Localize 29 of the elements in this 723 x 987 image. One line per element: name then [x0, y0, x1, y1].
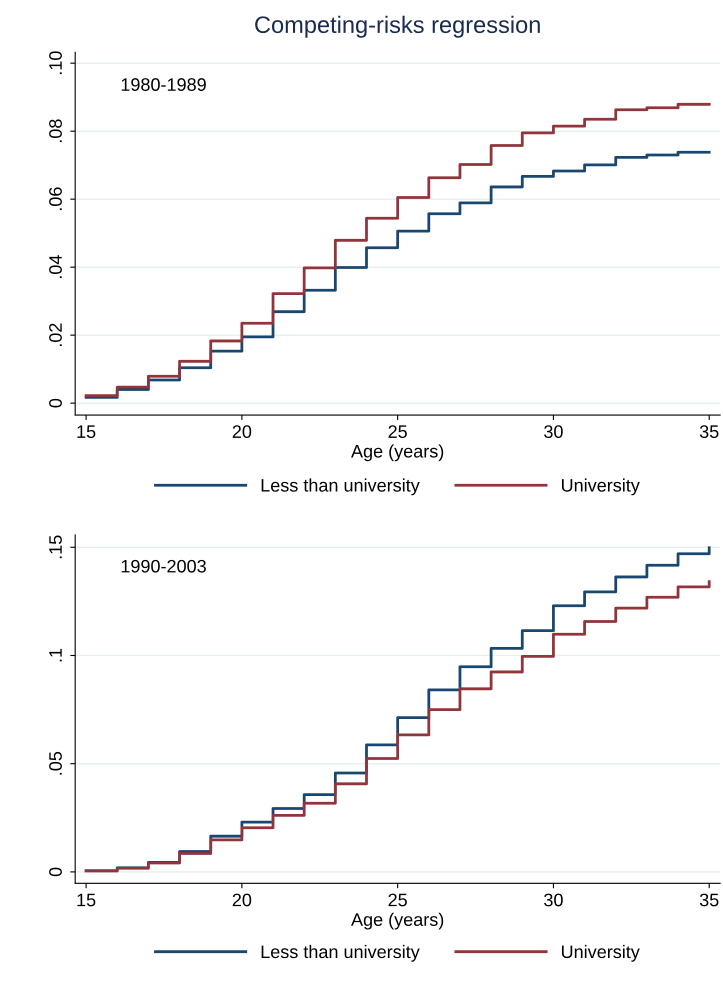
x-tick-label: 25 [388, 425, 407, 438]
x-tick-label: 15 [77, 894, 96, 906]
x-axis-title: Age (years) [351, 444, 444, 462]
y-tick-label: .06 [49, 187, 62, 210]
y-tick-label: .15 [49, 535, 62, 558]
x-tick-label: 35 [700, 894, 718, 906]
x-tick-label: 20 [232, 894, 252, 906]
x-tick-label: 30 [544, 425, 563, 438]
legend-label: University [562, 944, 640, 962]
chart-title: Competing-risks regression [255, 16, 540, 38]
x-tick-label: 25 [388, 894, 407, 906]
x-tick-label: 35 [700, 425, 718, 438]
x-tick-label: 30 [544, 894, 563, 906]
legend-label: Less than university [262, 478, 420, 496]
annotation: 1980-1989 [122, 78, 206, 91]
y-tick-label: .10 [49, 51, 62, 74]
x-tick-label: 15 [77, 425, 96, 438]
y-tick-label: .1 [49, 648, 62, 662]
x-tick-label: 20 [232, 425, 252, 438]
legend-label: University [562, 478, 640, 496]
y-tick-label: 0 [49, 398, 62, 408]
legend-label: Less than university [262, 944, 420, 962]
y-tick-label: .02 [49, 324, 62, 346]
y-tick-label: .04 [49, 255, 62, 278]
y-tick-label: 0 [49, 868, 62, 876]
y-tick-label: .08 [49, 119, 62, 142]
y-tick-label: .05 [49, 752, 62, 775]
x-axis-title: Age (years) [351, 912, 444, 930]
annotation: 1990-2003 [122, 560, 206, 573]
